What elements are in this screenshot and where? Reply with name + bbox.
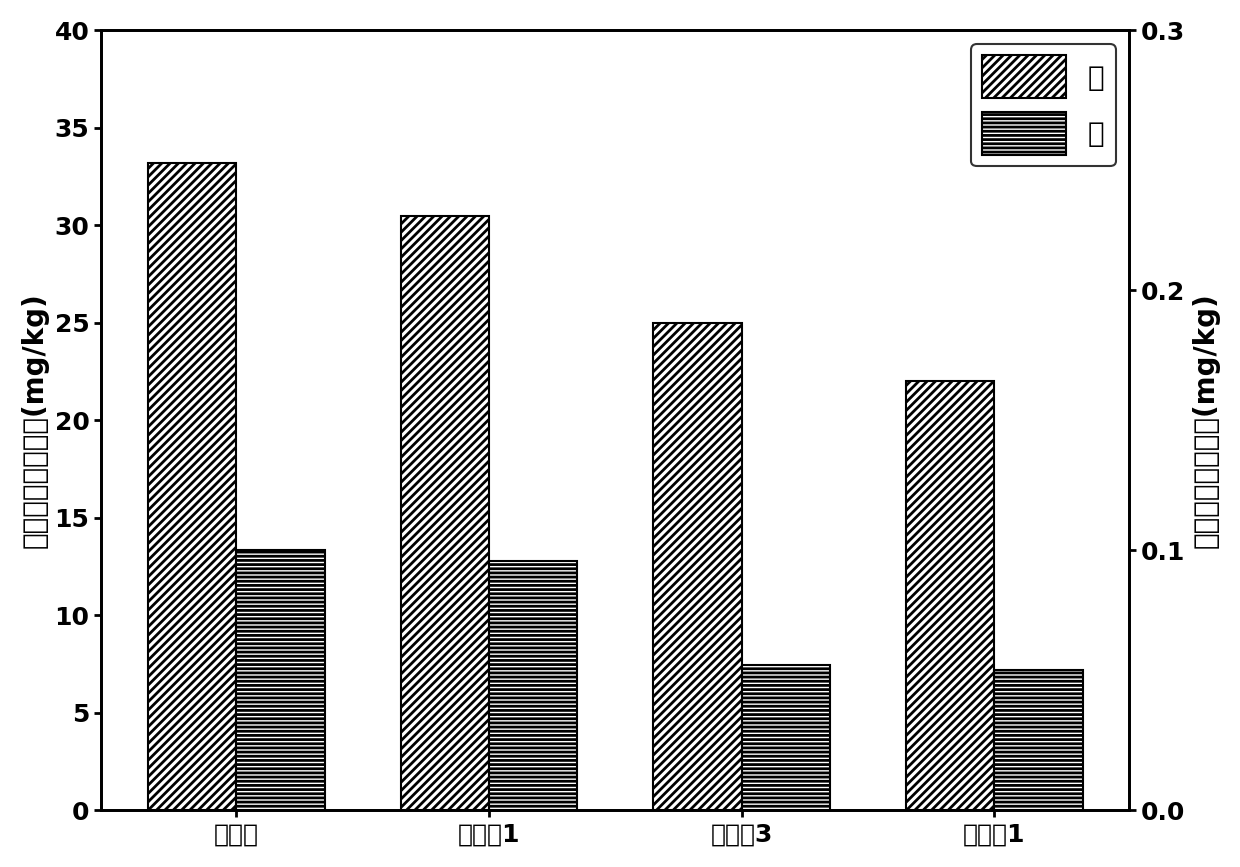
Y-axis label: 土壤有效态镖含量(mg/kg): 土壤有效态镖含量(mg/kg) — [1192, 292, 1219, 548]
Bar — [237, 551, 325, 811]
Bar — [906, 381, 994, 811]
Bar — [994, 670, 1083, 811]
Bar — [742, 665, 830, 811]
Legend: 礷, 镖: 礷, 镖 — [971, 44, 1116, 166]
Bar — [489, 561, 578, 811]
Bar — [148, 163, 237, 811]
Bar — [653, 323, 742, 811]
Bar — [401, 216, 489, 811]
Y-axis label: 土壤有效态礷含量(mg/kg): 土壤有效态礷含量(mg/kg) — [21, 292, 48, 548]
